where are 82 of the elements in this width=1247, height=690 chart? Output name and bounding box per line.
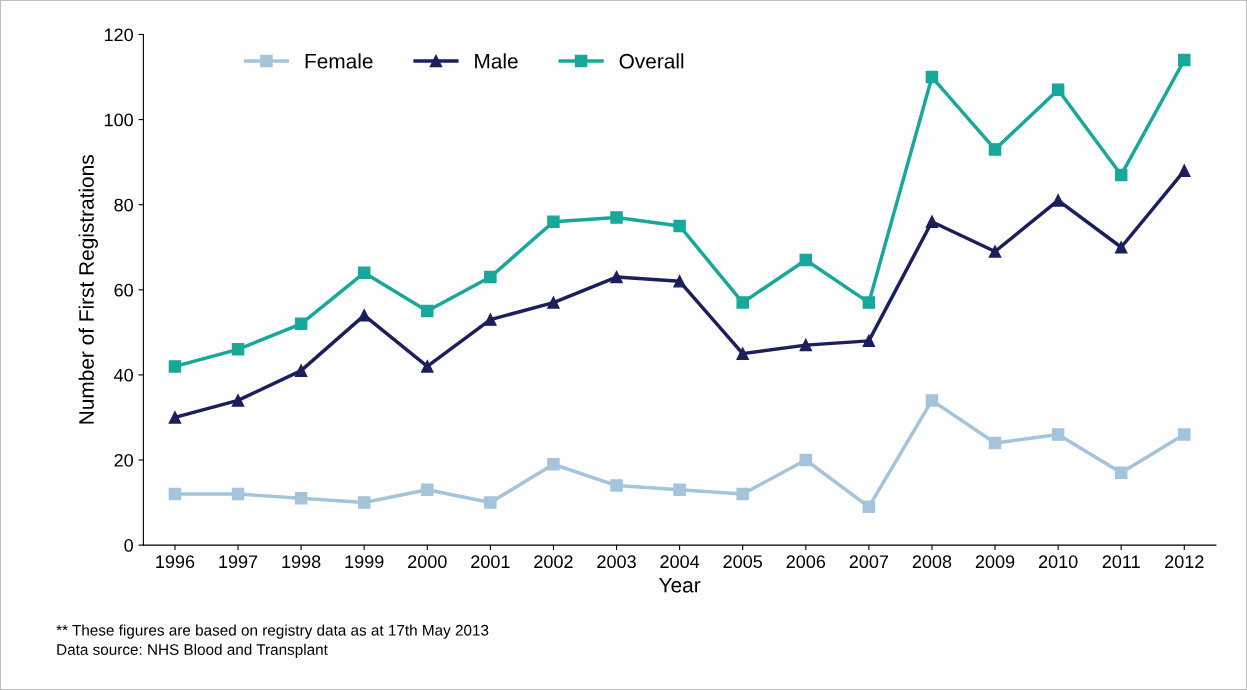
x-tick-label: 1997 bbox=[219, 555, 258, 569]
point bbox=[1114, 168, 1128, 182]
x-tick-label: 2002 bbox=[534, 555, 573, 569]
y-tick-label: 120 bbox=[104, 28, 133, 42]
x-tick-label: 2005 bbox=[723, 555, 763, 569]
legend-label: Overall bbox=[619, 53, 684, 69]
x-axis-title: Year bbox=[659, 577, 701, 593]
point bbox=[484, 313, 497, 326]
point bbox=[988, 143, 1002, 156]
text: ** These figures are based on registry data as at 17th May 2013 bbox=[56, 624, 489, 639]
point bbox=[421, 304, 434, 318]
point bbox=[1178, 164, 1191, 177]
point bbox=[357, 266, 371, 280]
point bbox=[294, 317, 308, 331]
source-note: Data source: NHS Blood and Transplant bbox=[57, 643, 328, 659]
x-tick-label: 2001 bbox=[471, 555, 510, 569]
point bbox=[547, 296, 560, 309]
point bbox=[357, 309, 371, 322]
point bbox=[988, 245, 1002, 258]
point bbox=[610, 479, 623, 492]
point bbox=[988, 436, 1002, 450]
point bbox=[799, 253, 813, 267]
point bbox=[1114, 240, 1128, 254]
x-tick-label: 2009 bbox=[975, 555, 1015, 569]
point bbox=[168, 411, 182, 424]
point bbox=[925, 215, 939, 228]
point bbox=[1114, 466, 1128, 480]
x-tick-label: 2011 bbox=[1102, 555, 1140, 569]
point bbox=[421, 483, 434, 497]
point bbox=[736, 347, 749, 360]
point bbox=[610, 211, 623, 224]
x-tick-label: 2007 bbox=[849, 555, 889, 569]
point bbox=[231, 487, 245, 501]
point bbox=[925, 70, 939, 84]
point bbox=[294, 364, 308, 377]
y-tick-label: 60 bbox=[114, 283, 133, 297]
x-tick-label: 2004 bbox=[660, 555, 700, 569]
x-tick-label: 2003 bbox=[597, 555, 636, 569]
point bbox=[862, 334, 876, 348]
point bbox=[799, 453, 813, 467]
point bbox=[547, 458, 560, 471]
point bbox=[231, 343, 245, 356]
point bbox=[168, 487, 182, 501]
y-tick-label: 20 bbox=[114, 453, 133, 467]
x-tick-label: 2000 bbox=[408, 555, 447, 569]
point bbox=[736, 296, 749, 309]
point bbox=[862, 296, 876, 309]
y-tick-label: 100 bbox=[104, 113, 133, 127]
point bbox=[673, 483, 686, 497]
x-tick-label: 1996 bbox=[156, 555, 195, 569]
point bbox=[673, 275, 686, 288]
point bbox=[1178, 428, 1191, 441]
y-tick-label: 80 bbox=[114, 198, 133, 212]
point bbox=[736, 487, 749, 501]
point bbox=[673, 219, 686, 233]
point bbox=[799, 338, 813, 352]
x-tick-label: 1998 bbox=[282, 555, 321, 569]
point bbox=[1178, 53, 1191, 67]
x-tick-label: 1999 bbox=[345, 555, 384, 569]
point bbox=[1051, 194, 1065, 207]
point bbox=[484, 270, 497, 284]
x-tick-label: 2006 bbox=[786, 555, 826, 569]
point bbox=[421, 360, 434, 373]
point bbox=[484, 496, 497, 509]
point bbox=[862, 500, 876, 514]
point bbox=[294, 492, 308, 505]
point bbox=[547, 215, 560, 228]
x-tick-label: 2010 bbox=[1038, 555, 1078, 569]
point bbox=[610, 270, 623, 284]
point bbox=[168, 360, 182, 373]
point bbox=[1051, 83, 1065, 97]
point bbox=[357, 496, 371, 509]
y-axis-title: Number of First Registrations bbox=[78, 155, 99, 424]
y-tick-label: 0 bbox=[124, 539, 133, 552]
point bbox=[925, 394, 939, 407]
point bbox=[1051, 428, 1065, 441]
y-tick-label: 40 bbox=[114, 368, 133, 382]
x-tick-label: 2012 bbox=[1165, 555, 1204, 569]
x-tick-label: 2008 bbox=[912, 555, 952, 569]
point bbox=[231, 394, 245, 407]
legend-label: Female bbox=[305, 53, 373, 69]
legend-label: Male bbox=[475, 53, 518, 69]
